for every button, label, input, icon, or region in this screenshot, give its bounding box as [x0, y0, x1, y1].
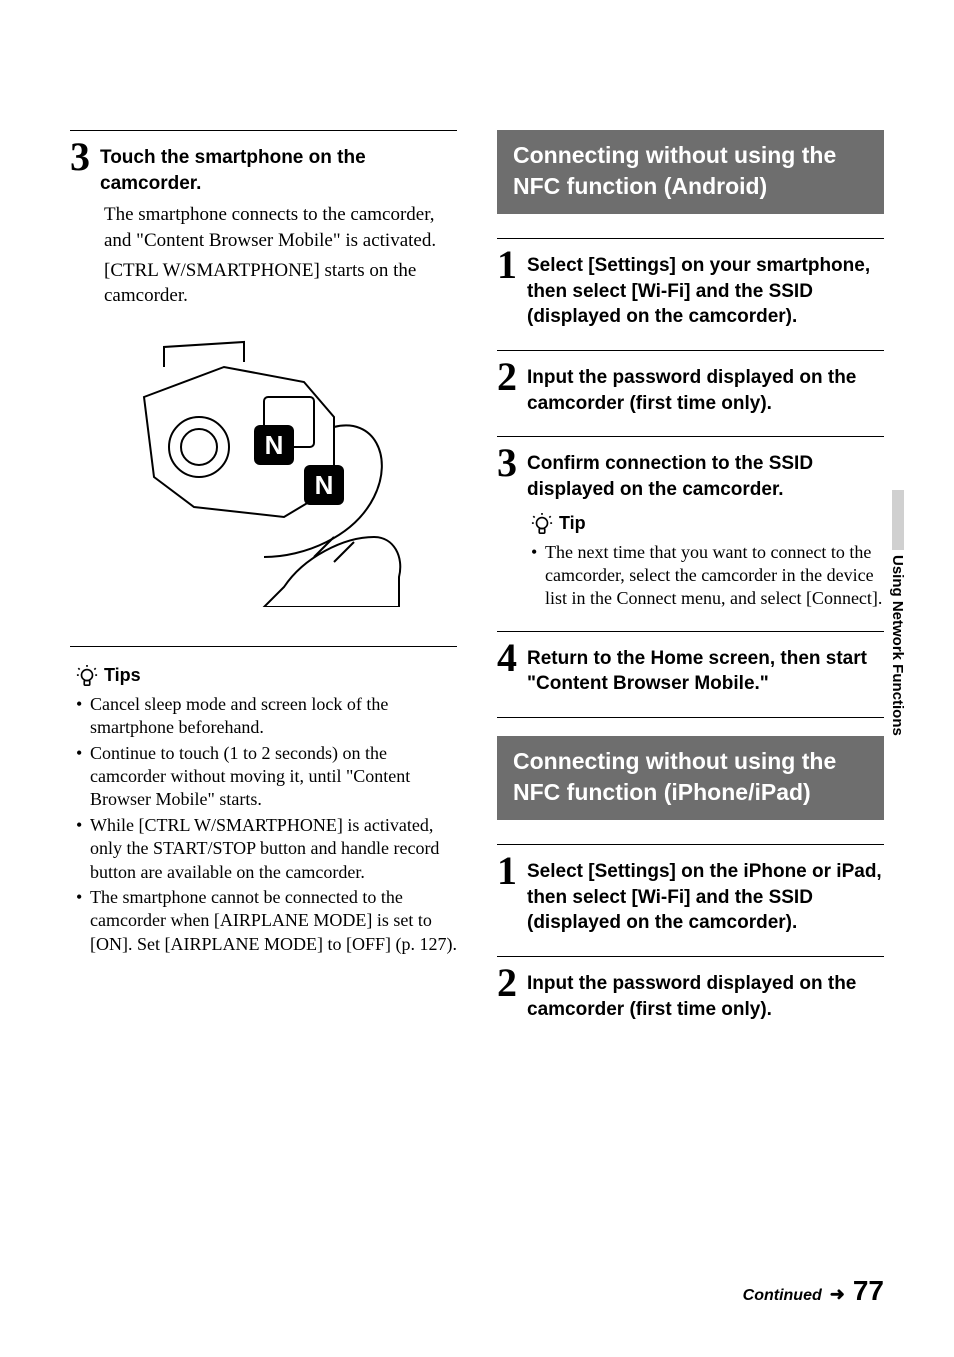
- android-step-3: 3 Confirm connection to the SSID display…: [497, 436, 884, 610]
- step-row: 1 Select [Settings] on your smartphone, …: [497, 249, 884, 330]
- left-column: 3 Touch the smartphone on the camcorder.…: [70, 130, 457, 1042]
- tips-header: Tips: [76, 665, 457, 687]
- step-title: Confirm connection to the SSID displayed…: [527, 447, 884, 502]
- separator: [70, 646, 457, 647]
- step-row: 4 Return to the Home screen, then start …: [497, 642, 884, 697]
- tip-item: Continue to touch (1 to 2 seconds) on th…: [76, 742, 457, 812]
- separator: [497, 717, 884, 718]
- camcorder-illustration: N N: [104, 327, 424, 607]
- lightbulb-icon: [76, 665, 98, 687]
- page-number: 77: [853, 1275, 884, 1307]
- step-body-line: [CTRL W/SMARTPHONE] starts on the camcor…: [104, 258, 457, 309]
- step-title: Select [Settings] on the iPhone or iPad,…: [527, 855, 884, 936]
- page-footer: Continued ➜ 77: [743, 1275, 884, 1307]
- step-body-line: The smartphone connects to the camcorder…: [104, 202, 457, 253]
- step-body: The smartphone connects to the camcorder…: [104, 202, 457, 309]
- svg-text:N: N: [315, 470, 334, 500]
- step-title: Input the password displayed on the camc…: [527, 361, 884, 416]
- side-tab: [892, 490, 904, 550]
- step-number: 1: [497, 245, 517, 285]
- step-number: 1: [497, 851, 517, 891]
- step-number: 4: [497, 638, 517, 678]
- page-content: 3 Touch the smartphone on the camcorder.…: [0, 0, 954, 1102]
- svg-text:N: N: [265, 430, 284, 460]
- section-header-android: Connecting without using the NFC functio…: [497, 130, 884, 214]
- step-row: 3 Confirm connection to the SSID display…: [497, 447, 884, 502]
- iphone-step-1: 1 Select [Settings] on the iPhone or iPa…: [497, 844, 884, 936]
- continued-label: Continued: [743, 1287, 822, 1305]
- tip-item: The next time that you want to connect t…: [531, 541, 884, 611]
- step-number: 2: [497, 963, 517, 1003]
- step-title: Input the password displayed on the camc…: [527, 967, 884, 1022]
- android-step-4: 4 Return to the Home screen, then start …: [497, 631, 884, 697]
- continued-arrow-icon: ➜: [830, 1284, 845, 1305]
- tips-label: Tips: [104, 665, 141, 686]
- step-row: 2 Input the password displayed on the ca…: [497, 361, 884, 416]
- tip-list: The next time that you want to connect t…: [531, 541, 884, 611]
- lightbulb-icon: [531, 513, 553, 535]
- step-number: 3: [70, 137, 90, 177]
- right-column: Connecting without using the NFC functio…: [497, 130, 884, 1042]
- step-number: 2: [497, 357, 517, 397]
- android-step-1: 1 Select [Settings] on your smartphone, …: [497, 238, 884, 330]
- section-header-iphone: Connecting without using the NFC functio…: [497, 736, 884, 820]
- step-title: Touch the smartphone on the camcorder.: [100, 141, 457, 196]
- side-section-label: Using Network Functions: [889, 555, 906, 736]
- tip-item: The smartphone cannot be connected to th…: [76, 886, 457, 956]
- step-row: 3 Touch the smartphone on the camcorder.: [70, 141, 457, 196]
- tip-item: Cancel sleep mode and screen lock of the…: [76, 693, 457, 740]
- step-row: 2 Input the password displayed on the ca…: [497, 967, 884, 1022]
- tip-item: While [CTRL W/SMARTPHONE] is activated, …: [76, 814, 457, 884]
- left-step-3: 3 Touch the smartphone on the camcorder.…: [70, 130, 457, 626]
- tip-header: Tip: [531, 513, 884, 535]
- step-title: Select [Settings] on your smartphone, th…: [527, 249, 884, 330]
- step-row: 1 Select [Settings] on the iPhone or iPa…: [497, 855, 884, 936]
- tip-label: Tip: [559, 513, 586, 534]
- android-step-2: 2 Input the password displayed on the ca…: [497, 350, 884, 416]
- step-number: 3: [497, 443, 517, 483]
- iphone-step-2: 2 Input the password displayed on the ca…: [497, 956, 884, 1022]
- tips-list: Cancel sleep mode and screen lock of the…: [76, 693, 457, 956]
- step-title: Return to the Home screen, then start "C…: [527, 642, 884, 697]
